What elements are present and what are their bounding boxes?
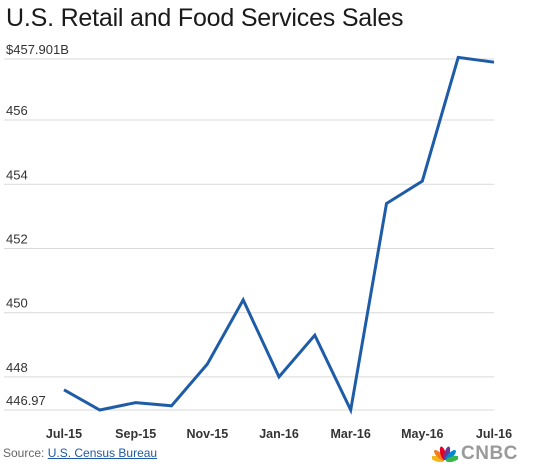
y-tick-label: 446.97 xyxy=(6,393,46,408)
x-tick-label: Jul-15 xyxy=(46,427,82,441)
peacock-feather xyxy=(445,450,456,461)
x-tick-label: May-16 xyxy=(401,427,443,441)
source-label: Source: xyxy=(3,446,48,460)
cnbc-logo: CNBC xyxy=(432,443,518,465)
y-axis-ticks: $457.901B 456 454 452 450 448 446.97 xyxy=(6,42,69,408)
x-tick-label: Jan-16 xyxy=(259,427,299,441)
x-tick-label: Nov-15 xyxy=(186,427,228,441)
source-note: Source: U.S. Census Bureau xyxy=(3,446,157,460)
peacock-feather xyxy=(445,455,458,463)
logo-text: CNBC xyxy=(461,443,518,464)
peacock-feather xyxy=(432,455,445,463)
y-tick-label: 448 xyxy=(6,360,28,375)
series-line xyxy=(63,55,495,415)
series-lines xyxy=(63,55,495,415)
peacock-feather xyxy=(434,450,445,461)
y-tick-label: $457.901B xyxy=(6,42,69,57)
y-tick-label: 452 xyxy=(6,231,28,246)
peacock-feather xyxy=(443,446,451,461)
chart-title: U.S. Retail and Food Services Sales xyxy=(6,4,404,32)
peacock-icon xyxy=(432,446,458,463)
gridlines xyxy=(4,58,494,411)
source-link[interactable]: U.S. Census Bureau xyxy=(47,446,158,460)
x-tick-label: Sep-15 xyxy=(115,427,156,441)
y-tick-label: 456 xyxy=(6,103,28,118)
x-tick-label: Jul-16 xyxy=(476,427,512,441)
y-tick-label: 454 xyxy=(6,167,28,182)
x-axis-ticks: Jul-15 Sep-15 Nov-15 Jan-16 Mar-16 May-16 Jul-… xyxy=(46,427,512,441)
y-tick-label: 450 xyxy=(6,296,28,311)
x-tick-label: Mar-16 xyxy=(331,427,371,441)
